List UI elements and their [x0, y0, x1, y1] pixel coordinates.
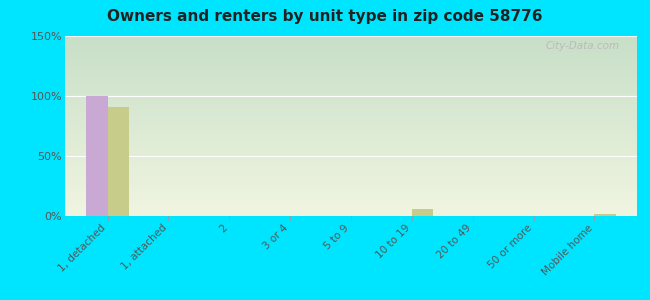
Bar — [594, 214, 616, 216]
Bar — [86, 96, 108, 216]
Text: City-Data.com: City-Data.com — [546, 41, 620, 51]
Text: Owners and renters by unit type in zip code 58776: Owners and renters by unit type in zip c… — [107, 9, 543, 24]
Bar — [108, 107, 129, 216]
Bar — [412, 209, 433, 216]
